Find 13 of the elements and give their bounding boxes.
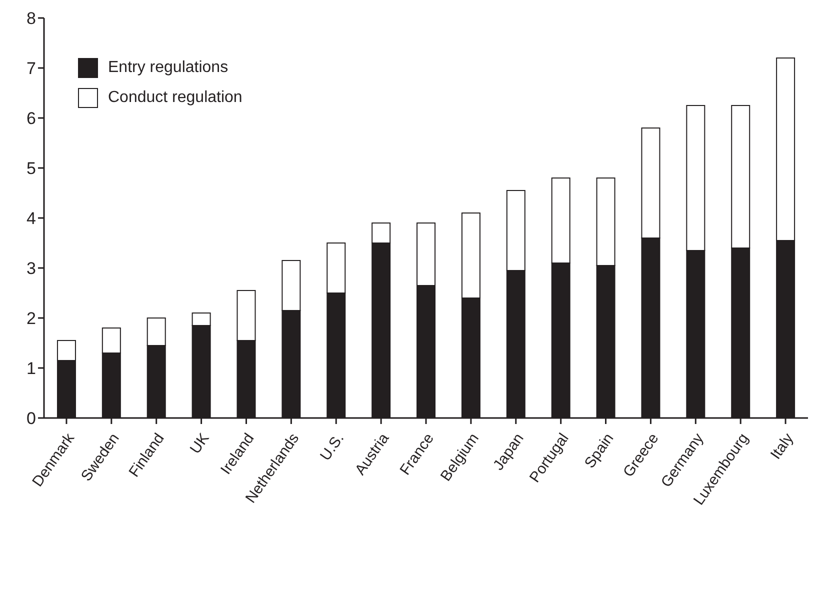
y-tick-label: 3	[26, 259, 36, 278]
legend-label: Conduct regulation	[108, 89, 242, 107]
x-tick-label: U.S.	[316, 430, 348, 464]
x-tick-label: UK	[186, 430, 213, 458]
y-tick-label: 5	[26, 159, 36, 178]
y-tick-label: 8	[26, 9, 36, 28]
y-tick-label: 2	[26, 309, 36, 328]
y-tick-label: 1	[26, 359, 36, 378]
y-tick-label: 6	[26, 109, 36, 128]
y-tick-label: 7	[26, 59, 36, 78]
legend-label: Entry regulations	[108, 59, 228, 77]
y-tick-label: 4	[26, 209, 36, 228]
y-tick-label: 0	[26, 409, 36, 428]
